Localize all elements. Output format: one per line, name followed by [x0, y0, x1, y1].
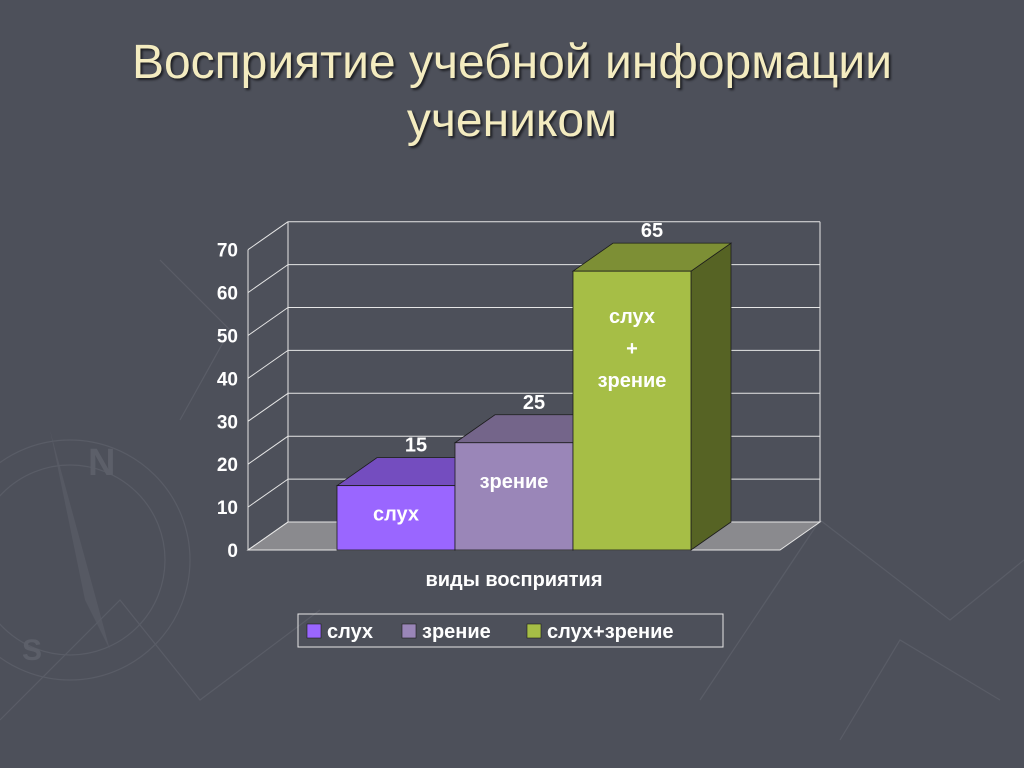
svg-text:N: N	[88, 442, 115, 484]
data-label: 15	[405, 435, 427, 457]
gridline-side	[247, 392, 289, 422]
gridline-side	[247, 521, 289, 551]
bar-label: зрение	[598, 370, 667, 392]
y-tick-label: 70	[217, 241, 238, 262]
bar-side	[690, 242, 732, 551]
x-axis-title: виды восприятия	[425, 569, 602, 591]
legend-swatch	[401, 623, 417, 639]
data-label: 65	[641, 220, 663, 242]
gridline-side	[247, 478, 289, 508]
gridline-side	[247, 349, 289, 379]
slide-title-line-2: учеником	[406, 94, 618, 147]
y-tick-label: 0	[227, 541, 238, 562]
legend-swatch	[526, 623, 542, 639]
bar-3: 65 слух + зрение	[571, 220, 733, 551]
gridline-side	[247, 264, 289, 294]
bar-front	[572, 270, 692, 551]
gridline-side	[247, 435, 289, 465]
legend-frame	[297, 613, 724, 648]
legend-label: слух+зрение	[547, 621, 674, 643]
y-tick-label: 20	[217, 455, 238, 476]
gridline-side	[247, 307, 289, 336]
bar-label: слух	[373, 504, 419, 526]
legend-label: зрение	[422, 621, 491, 643]
legend: слух зрение слух+зрение	[297, 613, 724, 648]
y-tick-label: 50	[217, 327, 238, 348]
bar-label: слух	[609, 306, 655, 328]
svg-text:S: S	[22, 634, 42, 667]
y-tick-label: 40	[217, 369, 238, 390]
y-tick-label: 30	[217, 412, 238, 433]
legend-item: зрение	[401, 621, 491, 643]
legend-swatch	[306, 623, 322, 639]
data-label: 25	[523, 392, 545, 414]
bar-label: +	[626, 338, 638, 360]
bar-label: зрение	[480, 471, 549, 493]
bar-front	[336, 485, 456, 551]
legend-item: слух+зрение	[526, 621, 674, 643]
legend-label: слух	[327, 621, 373, 643]
legend-item: слух	[306, 621, 373, 643]
slide-title-line-1: Восприятие учебной информации	[131, 36, 893, 89]
bar-front	[454, 442, 574, 551]
y-tick-label: 60	[217, 284, 238, 305]
y-tick-label: 10	[217, 498, 238, 519]
slide-title: Восприятие учебной информации учеником	[40, 34, 984, 150]
gridline-side	[247, 221, 289, 251]
